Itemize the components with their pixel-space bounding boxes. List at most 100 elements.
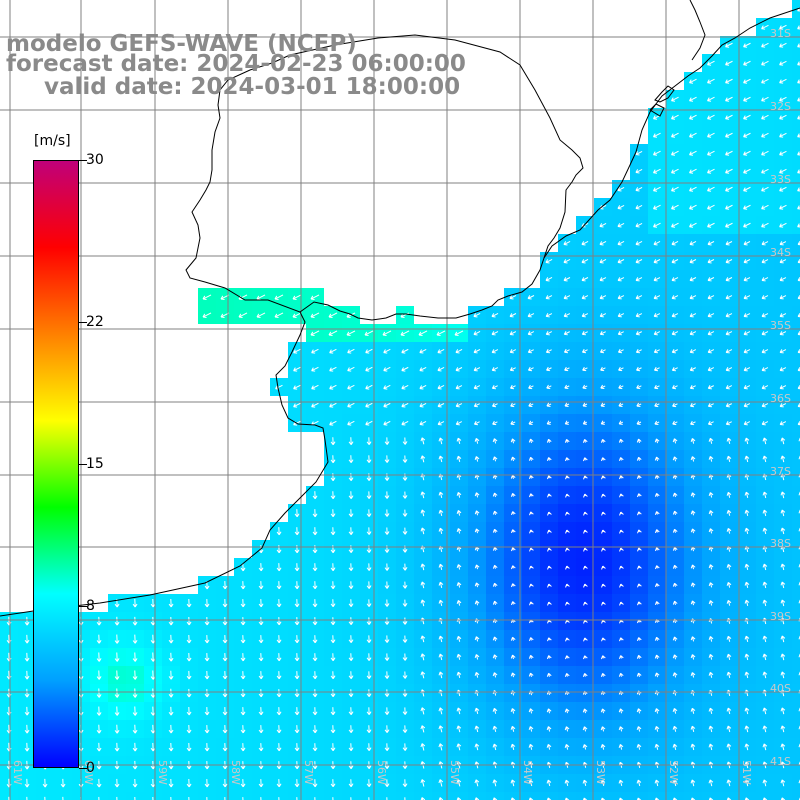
wind-vector-arrow [238,312,248,318]
wind-vector-arrow [529,511,534,516]
wind-vector-arrow [689,277,697,282]
wind-vector-arrow [672,743,678,750]
wind-speed-cell [414,792,432,800]
wind-vector-arrow [780,725,786,733]
wind-vector-arrow [24,778,30,788]
wind-vector-arrow [708,582,714,588]
wind-vector-arrow [725,385,733,390]
wind-vector-arrow [186,724,192,734]
wind-vector-arrow [708,455,714,462]
wind-vector-arrow [707,186,715,192]
wind-vector-arrow [635,295,643,300]
wind-vector-arrow [456,635,462,642]
wind-vector-arrow [583,637,588,642]
wind-vector-arrow [276,671,282,680]
latitude-label: 41S [770,755,791,768]
wind-vector-arrow [564,779,570,787]
wind-vector-arrow [134,796,136,800]
wind-vector-arrow [725,277,733,282]
wind-vector-arrow [780,779,786,787]
wind-vector-arrow [797,25,800,30]
wind-vector-arrow [402,491,408,499]
wind-vector-arrow [690,779,696,787]
wind-vector-arrow [312,725,318,734]
wind-vector-arrow [780,509,786,517]
wind-vector-arrow [473,312,481,318]
wind-vector-arrow [601,547,606,552]
wind-vector-arrow [132,598,138,608]
wind-vector-arrow [744,707,750,715]
wind-vector-arrow [24,616,30,626]
wind-vector-arrow [726,455,732,462]
wind-vector-arrow [276,707,282,716]
wind-vector-arrow [690,564,696,570]
wind-vector-arrow [492,492,498,498]
wind-vector-arrow [330,689,336,698]
wind-vector-arrow [8,796,10,800]
wind-vector-arrow [743,259,751,264]
wind-vector-arrow [168,670,174,680]
wind-vector-arrow [240,689,246,698]
wind-vector-arrow [492,725,498,732]
wind-vector-arrow [654,672,660,678]
wind-vector-arrow [510,511,516,516]
wind-vector-arrow [24,670,30,680]
wind-vector-arrow [672,402,678,408]
wind-vector-arrow [672,725,678,732]
wind-vector-arrow [456,455,462,462]
wind-vector-arrow [242,797,244,800]
wind-vector-arrow [294,671,300,680]
wind-speed-cell [306,792,324,800]
wind-vector-arrow [779,385,787,390]
wind-vector-arrow [527,313,535,318]
wind-speed-cell [216,792,234,800]
wind-vector-arrow [600,673,606,677]
wind-vector-arrow [492,510,498,516]
wind-speed-cell [792,342,800,360]
wind-vector-arrow [312,581,318,590]
wind-vector-arrow [529,601,534,606]
wind-vector-arrow [168,616,174,626]
wind-vector-arrow [636,475,642,480]
wind-vector-arrow [689,114,697,120]
wind-vector-arrow [276,653,282,662]
wind-vector-arrow [689,132,697,138]
wind-vector-arrow [672,528,678,533]
wind-vector-arrow [168,742,174,752]
wind-vector-arrow [222,779,228,788]
wind-speed-cell [234,792,252,800]
wind-vector-arrow [474,528,480,534]
wind-vector-arrow [382,330,392,336]
wind-vector-arrow [186,599,192,608]
wind-vector-arrow [474,779,480,787]
longitude-label: 53W [594,760,607,785]
wind-vector-arrow [797,223,800,228]
wind-vector-arrow [204,725,210,734]
wind-vector-arrow [743,349,751,354]
wind-vector-arrow [546,420,552,425]
wind-speed-cell [396,792,414,800]
wind-vector-arrow [635,330,642,336]
wind-vector-arrow [332,797,334,800]
wind-vector-arrow [599,295,607,300]
wind-vector-arrow [222,653,228,662]
wind-vector-arrow [420,581,426,589]
wind-vector-arrow [636,672,642,678]
wind-vector-arrow [583,583,588,588]
wind-vector-arrow [366,437,372,445]
wind-vector-arrow [240,653,246,662]
wind-vector-arrow [779,168,787,174]
wind-vector-arrow [437,348,445,354]
wind-vector-arrow [492,546,498,551]
wind-vector-arrow [96,778,102,788]
wind-vector-arrow [96,634,102,644]
wind-vector-arrow [366,491,372,499]
wind-speed-cell [792,576,800,594]
wind-speed-cell [792,378,800,396]
wind-vector-arrow [671,132,679,138]
wind-vector-arrow [636,366,642,372]
wind-vector-arrow [762,527,768,535]
wind-vector-arrow [240,599,246,608]
wind-vector-arrow [761,114,769,120]
wind-vector-arrow [528,384,534,390]
